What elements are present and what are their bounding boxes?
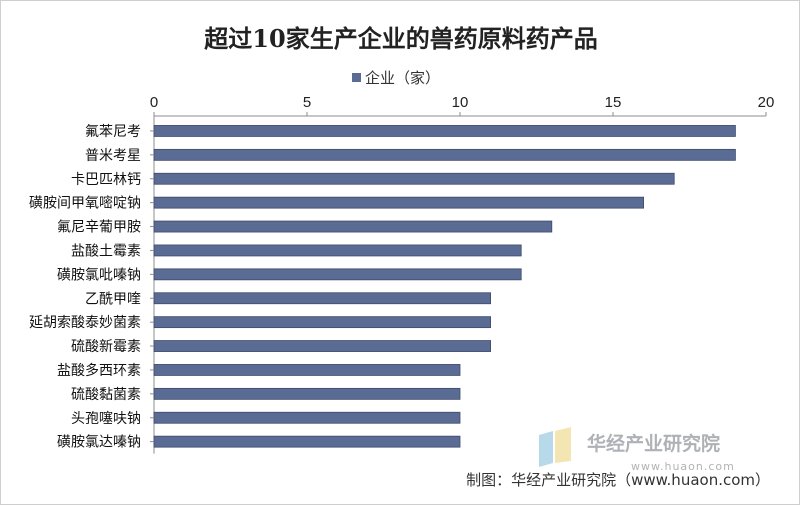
bar	[153, 196, 645, 209]
legend-label: 企业（家）	[365, 69, 440, 87]
category-label: 磺胺氯达嗪钠	[57, 435, 141, 451]
bar	[153, 435, 461, 448]
category-label: 氟苯尼考	[85, 123, 141, 140]
bar	[153, 316, 492, 329]
bars	[153, 125, 736, 448]
category-label: 硫酸黏菌素	[71, 387, 141, 403]
bar	[153, 268, 522, 281]
bar	[153, 220, 553, 233]
category-label: 磺胺间甲氧嘧啶钠	[29, 195, 141, 212]
watermark-url: www.huaon.com	[631, 460, 735, 473]
category-label: 卡巴匹林钙	[71, 172, 141, 188]
bar	[153, 148, 736, 161]
chart-title: 超过10家生产企业的兽药原料药产品	[204, 24, 597, 53]
bar	[153, 387, 461, 400]
watermark: 华经产业研究院 www.huaon.com	[539, 427, 735, 473]
bar	[153, 244, 522, 257]
category-labels: 氟苯尼考普米考星卡巴匹林钙磺胺间甲氧嘧啶钠氟尼辛葡甲胺盐酸土霉素磺胺氯吡嗪钠乙酰…	[29, 123, 154, 451]
watermark-text: 华经产业研究院	[587, 432, 720, 455]
watermark-logo	[539, 427, 571, 467]
category-label: 延胡索酸泰妙菌素	[29, 314, 141, 331]
x-tick-label: 5	[303, 94, 311, 111]
bar	[153, 364, 461, 376]
category-label: 氟尼辛葡甲胺	[57, 220, 141, 236]
bar	[153, 411, 461, 424]
x-tick-label: 20	[758, 94, 775, 111]
bar	[153, 340, 492, 352]
legend: 企业（家）	[352, 69, 440, 87]
category-label: 头孢噻呋钠	[71, 410, 141, 427]
x-tick-label: 0	[150, 94, 158, 111]
legend-swatch	[352, 73, 361, 82]
x-axis-ticks: 0 5 10 15 20	[150, 94, 775, 116]
category-label: 普米考星	[85, 148, 141, 164]
x-tick-label: 15	[605, 94, 622, 111]
x-tick-label: 10	[452, 94, 469, 111]
source-note: 制图：华经产业研究院（www.huaon.com）	[466, 471, 770, 489]
category-label: 盐酸土霉素	[71, 243, 141, 259]
bar	[153, 172, 675, 185]
bar	[153, 292, 492, 305]
category-label: 盐酸多西环素	[57, 362, 141, 379]
category-label: 乙酰甲喹	[85, 291, 141, 307]
bar	[153, 125, 736, 137]
category-label: 硫酸新霉素	[71, 339, 141, 355]
category-label: 磺胺氯吡嗪钠	[57, 267, 141, 283]
